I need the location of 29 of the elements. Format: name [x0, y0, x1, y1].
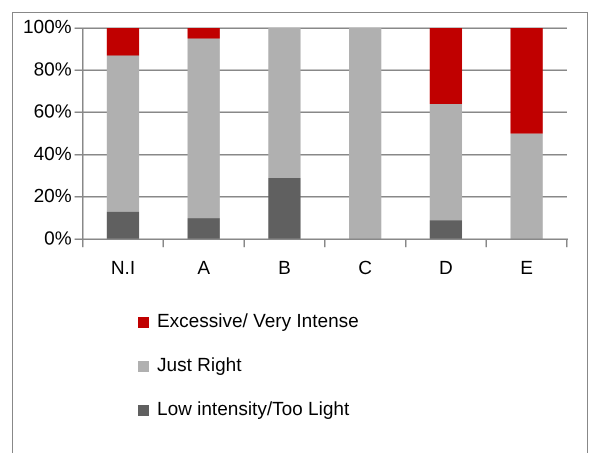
bar [268, 28, 301, 178]
x-tick-label: E [520, 258, 533, 279]
y-tick-label: 100% [22, 17, 72, 38]
bar [106, 212, 140, 238]
legend-label: Just Right [157, 355, 242, 377]
bar [430, 220, 462, 238]
bar [510, 28, 543, 134]
x-tick-label: D [439, 258, 453, 279]
bar [188, 28, 220, 39]
y-tick-label: 60% [34, 102, 72, 123]
y-tick-label: 20% [34, 186, 72, 208]
bar [349, 28, 382, 238]
bar [430, 28, 462, 104]
x-tick-label: A [197, 258, 210, 279]
bar [268, 178, 301, 238]
bar [188, 38, 220, 218]
y-tick-label: 0% [44, 228, 72, 250]
x-tick-label: B [278, 258, 291, 279]
x-tick-label: C [358, 258, 372, 279]
bar [106, 28, 140, 56]
y-tick-label: 40% [34, 144, 72, 165]
bar [430, 104, 462, 220]
bar [510, 134, 543, 238]
legend-label: Low intensity/Too Light [157, 399, 350, 421]
y-tick-label: 80% [34, 59, 72, 80]
legend-label: Excessive/ Very Intense [157, 311, 359, 333]
x-tick-label: N.I [110, 258, 136, 279]
bar [188, 218, 220, 238]
bar [106, 55, 140, 212]
